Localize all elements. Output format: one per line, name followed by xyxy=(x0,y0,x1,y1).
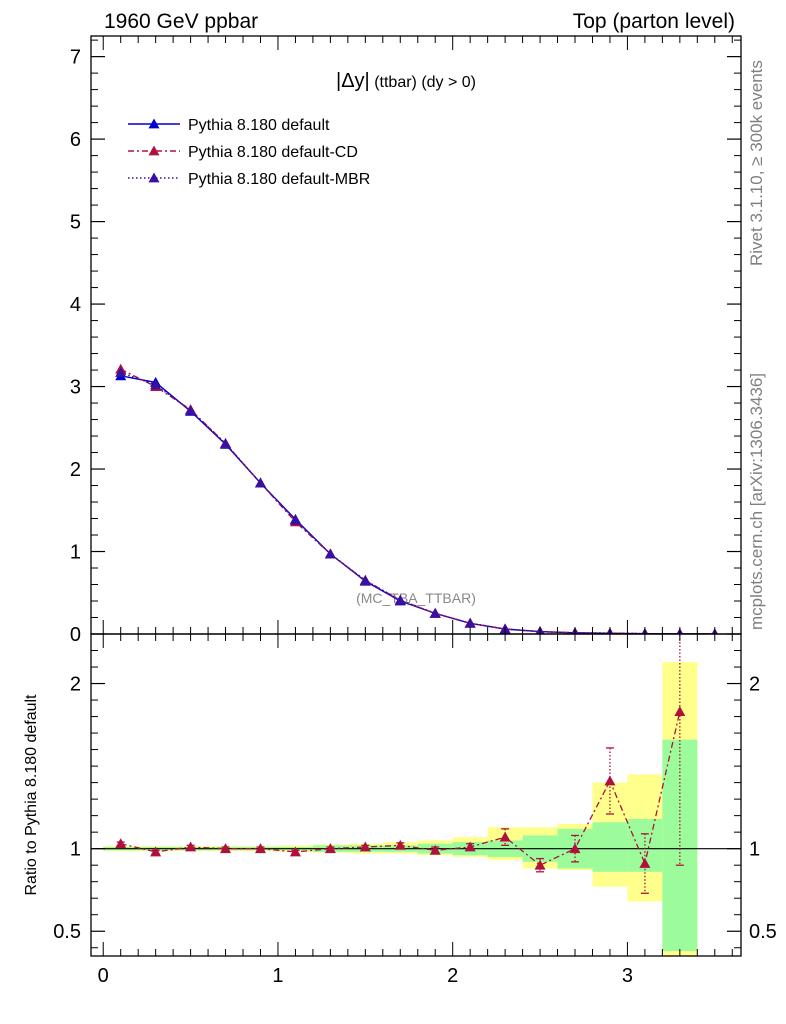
data-point xyxy=(394,594,406,605)
y-tick-label: 4 xyxy=(70,294,81,316)
ratio-point xyxy=(115,838,127,849)
mcplots-label: mcplots.cern.ch [arXiv:1306.3436] xyxy=(747,373,766,630)
data-point xyxy=(254,477,266,488)
data-point xyxy=(324,548,336,559)
legend-marker xyxy=(148,172,160,183)
ratio-point xyxy=(429,844,441,855)
legend-label: Pythia 8.180 default-MBR xyxy=(188,171,370,188)
green-band xyxy=(592,822,628,872)
ratio-point xyxy=(220,843,232,854)
ratio-point xyxy=(289,846,301,857)
data-point xyxy=(115,367,127,377)
x-tick-label: 3 xyxy=(622,965,633,987)
main-plot-title: |Δy| (ttbar) (dy > 0) xyxy=(336,70,476,92)
y-tick-label: 6 xyxy=(70,129,81,151)
ratio-x-axis: 0 1 2 3 xyxy=(98,634,733,987)
y-tick-label: 3 xyxy=(70,377,81,399)
legend-marker xyxy=(148,145,160,156)
header-right: Top (parton level) xyxy=(573,10,735,33)
ratio-y-axis: 0.5 0.5 1 1 2 2 xyxy=(53,650,777,949)
x-tick-label: 2 xyxy=(447,965,458,987)
ratio-point xyxy=(464,841,476,852)
y-tick-label: 0 xyxy=(70,624,81,646)
ratio-point xyxy=(359,841,371,852)
y-tick-label: 1 xyxy=(70,542,81,564)
ratio-uncertainty-bands xyxy=(91,662,741,956)
data-point xyxy=(185,404,197,415)
ratio-point xyxy=(534,859,546,870)
ratio-point xyxy=(254,843,266,854)
ratio-point xyxy=(394,839,406,850)
legend-marker xyxy=(148,118,160,129)
ratio-point xyxy=(499,831,511,842)
ratio-y-tick-label: 0.5 xyxy=(53,921,81,943)
ratio-point xyxy=(324,843,336,854)
main-x-axis xyxy=(102,36,733,634)
y-tick-label: 5 xyxy=(70,212,81,234)
data-point xyxy=(359,574,371,585)
ratio-y-tick-label-right: 1 xyxy=(749,839,760,861)
series-line xyxy=(120,371,715,634)
data-point xyxy=(429,607,441,618)
data-point xyxy=(150,379,162,390)
main-y-axis: 0 1 2 3 4 5 6 7 xyxy=(70,39,741,646)
watermark: (MC_TBA_TTBAR) xyxy=(356,590,476,606)
y-tick-label: 2 xyxy=(70,459,81,481)
ratio-y-tick-label: 1 xyxy=(70,839,81,861)
ratio-series-group xyxy=(115,634,686,894)
y-tick-label: 7 xyxy=(70,47,81,69)
data-point xyxy=(220,437,232,448)
ratio-y-tick-label-right: 2 xyxy=(749,674,760,696)
ratio-point xyxy=(639,858,651,868)
ratio-y-label: Ratio to Pythia 8.180 default xyxy=(23,694,40,896)
ratio-y-tick-label-right: 0.5 xyxy=(749,921,777,943)
main-series-group xyxy=(115,363,718,634)
data-point xyxy=(464,617,476,628)
ratio-point xyxy=(150,846,162,857)
ratio-plot-panel: 0.5 0.5 1 1 2 2 0 1 2 3 Ratio to Pythia 8.180 de… xyxy=(23,633,777,987)
data-point xyxy=(289,514,301,525)
title-symbol: |Δy| xyxy=(336,70,370,92)
ratio-plot-frame xyxy=(90,633,742,957)
ratio-y-tick-label: 2 xyxy=(70,674,81,696)
x-tick-label: 0 xyxy=(98,965,109,987)
title-text: (ttbar) (dy > 0) xyxy=(370,74,476,91)
x-tick-label: 1 xyxy=(272,965,283,987)
header-left: 1960 GeV ppbar xyxy=(104,10,258,33)
main-plot-panel: (MC_TBA_TTBAR) 0 1 2 3 4 5 6 7 |Δy| (ttbar) (dy… xyxy=(70,35,742,646)
ratio-point xyxy=(604,775,616,786)
rivet-label: Rivet 3.1.10, ≥ 300k events xyxy=(747,60,766,266)
legend-label: Pythia 8.180 default xyxy=(188,117,330,134)
ratio-point xyxy=(569,843,581,854)
ratio-point xyxy=(185,841,197,852)
ratio-point xyxy=(674,706,686,717)
legend-label: Pythia 8.180 default-CD xyxy=(188,144,358,161)
legend: Pythia 8.180 default Pythia 8.180 default… xyxy=(128,117,370,188)
